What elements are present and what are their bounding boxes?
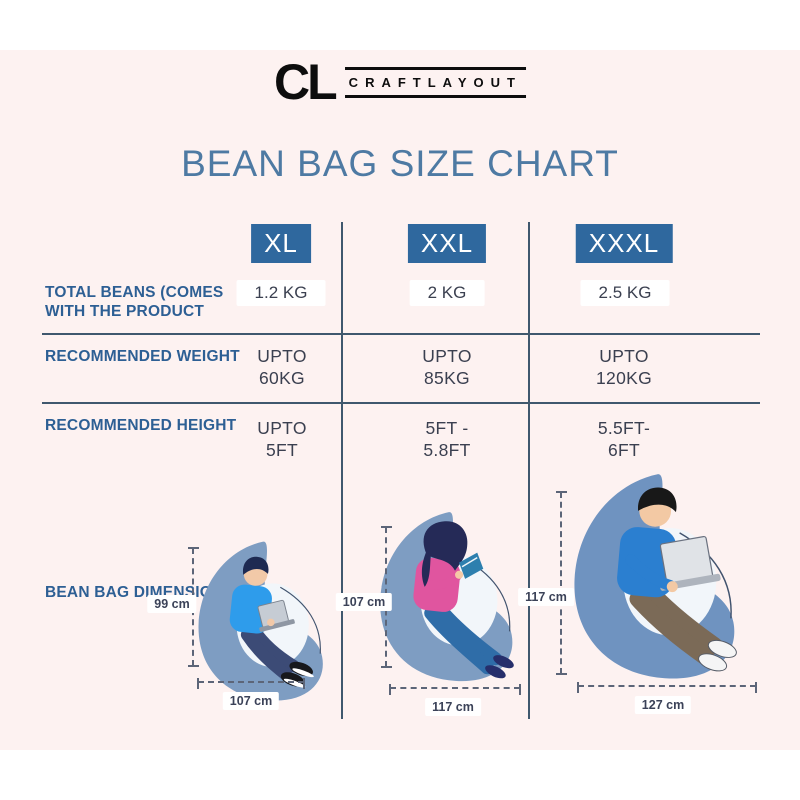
xxxl-height-dimension-line bbox=[556, 491, 567, 675]
height-value-line: 5FT - bbox=[425, 418, 469, 438]
weight-value-line: UPTO bbox=[422, 346, 472, 366]
row-divider bbox=[42, 402, 760, 404]
weight-value-xl: UPTO 60KG bbox=[217, 345, 347, 389]
height-value-line: 5FT bbox=[265, 440, 298, 460]
xl-width-dimension-label: 107 cm bbox=[222, 692, 280, 710]
beans-value-xxl: 2 KG bbox=[409, 280, 485, 306]
weight-value-xxl: UPTO 85KG bbox=[382, 345, 512, 389]
weight-value-line: 60KG bbox=[259, 368, 305, 388]
size-header-xxl: XXL bbox=[407, 224, 487, 263]
xl-beanbag-illustration bbox=[198, 541, 323, 701]
beans-value-xl: 1.2 KG bbox=[236, 280, 326, 306]
xxl-width-dimension-line bbox=[389, 684, 521, 695]
row-label-recommended-weight: RECOMMENDED WEIGHT bbox=[45, 348, 240, 365]
column-divider bbox=[528, 222, 530, 719]
height-value-line: 5.8FT bbox=[423, 440, 471, 460]
column-divider bbox=[341, 222, 343, 719]
xxxl-width-dimension-label: 127 cm bbox=[634, 696, 692, 714]
weight-value-line: 85KG bbox=[424, 368, 470, 388]
row-divider bbox=[42, 333, 760, 335]
xxl-height-dimension-label: 107 cm bbox=[335, 593, 393, 611]
size-header-xl: XL bbox=[251, 224, 311, 263]
xxxl-width-dimension-line bbox=[577, 682, 757, 693]
xl-height-dimension-label: 99 cm bbox=[147, 595, 197, 613]
xl-width-dimension-line bbox=[197, 678, 305, 689]
flat-shoes bbox=[485, 655, 514, 679]
sneakers bbox=[698, 639, 737, 672]
logo-monogram: CL bbox=[274, 54, 338, 110]
height-value-xxl: 5FT - 5.8FT bbox=[382, 417, 512, 461]
height-value-xl: UPTO 5FT bbox=[217, 417, 347, 461]
xxl-beanbag-illustration bbox=[380, 512, 514, 682]
weight-value-line: 120KG bbox=[596, 368, 652, 388]
person-man bbox=[617, 487, 737, 672]
height-value-line: 5.5FT- bbox=[597, 418, 651, 438]
brand-logo: CL CRAFTLAYOUT bbox=[274, 54, 526, 110]
laptop-icon bbox=[257, 599, 295, 632]
row-label-total-beans: TOTAL BEANS (COMES WITH THE PRODUCT bbox=[45, 284, 224, 320]
height-value-line: UPTO bbox=[257, 418, 307, 438]
size-header-xxxl: XXXL bbox=[575, 224, 673, 263]
logo-brand-name: CRAFTLAYOUT bbox=[344, 66, 526, 98]
weight-value-line: UPTO bbox=[257, 346, 307, 366]
book-icon bbox=[459, 552, 484, 579]
page-title: BEAN BAG SIZE CHART bbox=[181, 143, 619, 184]
person-woman bbox=[413, 521, 514, 679]
height-value-line: 6FT bbox=[607, 440, 640, 460]
person-boy bbox=[229, 556, 314, 688]
row-label-recommended-height: RECOMMENDED HEIGHT bbox=[45, 417, 237, 434]
weight-value-xxxl: UPTO 120KG bbox=[559, 345, 689, 389]
weight-value-line: UPTO bbox=[599, 346, 649, 366]
xxl-width-dimension-label: 117 cm bbox=[425, 698, 481, 716]
xxxl-height-dimension-label: 117 cm bbox=[518, 588, 574, 606]
beans-value-xxxl: 2.5 KG bbox=[580, 280, 670, 306]
height-value-xxxl: 5.5FT- 6FT bbox=[559, 417, 689, 461]
xxxl-beanbag-illustration bbox=[574, 474, 737, 679]
